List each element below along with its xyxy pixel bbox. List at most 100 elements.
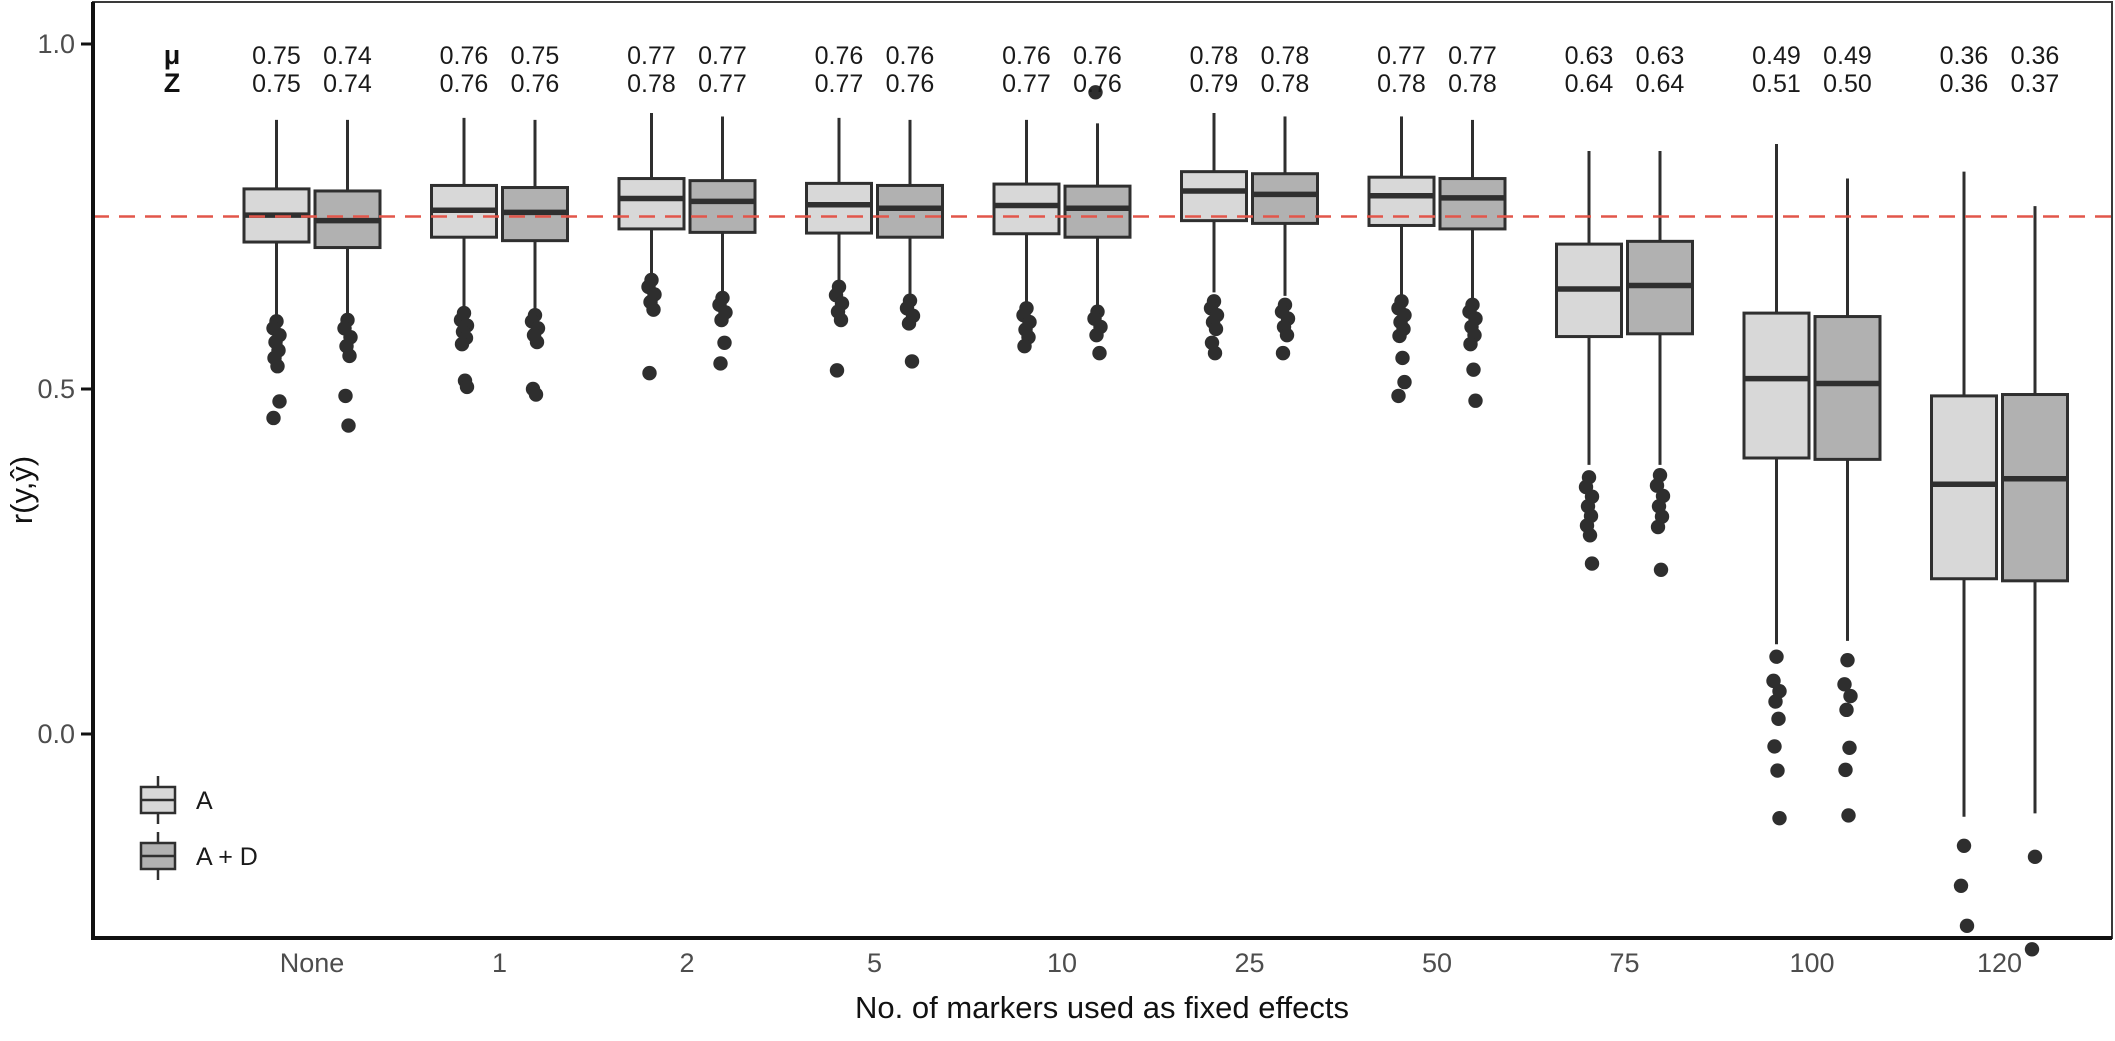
- outlier-point: [459, 379, 475, 395]
- outlier-point: [1017, 339, 1032, 354]
- y-axis-title: r(y,ŷ): [4, 456, 39, 524]
- box-A+D-None: [313, 119, 382, 433]
- box-A+D-50: [1438, 119, 1507, 408]
- outlier-point: [1837, 677, 1852, 692]
- annotation-mu-value: 0.63: [1636, 42, 1685, 70]
- outlier-point: [266, 410, 281, 426]
- outlier-point: [2027, 849, 2043, 865]
- y-tick-label: 0.5: [37, 374, 75, 404]
- iqr-box: [1251, 172, 1319, 225]
- outlier-point: [646, 302, 661, 317]
- outlier-point: [341, 418, 356, 433]
- annotation-z-value: 0.78: [1261, 70, 1310, 98]
- outlier-point: [717, 335, 732, 350]
- box-A+D-100: [1813, 178, 1882, 823]
- outlier-point: [1841, 808, 1856, 823]
- outlier-point: [1842, 740, 1857, 755]
- annotation-z-value: 0.64: [1636, 70, 1685, 98]
- x-tick-label: 2: [679, 948, 694, 978]
- box-A+D-2: [688, 116, 757, 371]
- x-tick-label: 10: [1047, 948, 1077, 978]
- outlier-point: [1092, 345, 1107, 361]
- annotation-mu-value: 0.49: [1752, 42, 1801, 70]
- box-A-5: [805, 117, 873, 378]
- iqr-box: [1063, 184, 1132, 239]
- iqr-box: [992, 182, 1061, 236]
- annotation-z-value: 0.78: [1377, 70, 1426, 98]
- x-axis-title: No. of markers used as fixed effects: [855, 990, 1349, 1025]
- annotation-z-value: 0.50: [1823, 70, 1872, 98]
- legend-item-a-plus-d: A + D: [139, 832, 258, 880]
- outlier-point: [1839, 702, 1854, 718]
- outlier-point: [1207, 345, 1223, 361]
- iqr-box: [1438, 177, 1507, 231]
- outlier-point: [904, 354, 920, 369]
- iqr-box: [1742, 311, 1811, 460]
- outlier-point: [901, 316, 917, 331]
- iqr-box: [1930, 394, 1998, 581]
- annotation-z-value: 0.76: [886, 70, 935, 98]
- y-tick-label: 1.0: [37, 29, 75, 59]
- outlier-point: [1279, 327, 1295, 343]
- annotation-mu-value: 0.63: [1565, 42, 1614, 70]
- legend-item-a: A: [139, 776, 213, 824]
- annotation-mu-value: 0.77: [1448, 42, 1497, 70]
- outlier-point: [270, 359, 285, 374]
- outlier-point: [1771, 711, 1786, 727]
- outlier-point: [1392, 328, 1407, 344]
- outlier-point: [2024, 942, 2040, 957]
- legend-item-label: A: [196, 787, 213, 815]
- annotation-mu-value: 0.76: [1073, 42, 1122, 70]
- annotation-z-value: 0.76: [440, 70, 489, 98]
- outlier-point: [1959, 918, 1975, 934]
- annotation-header-mu: μ: [164, 40, 181, 70]
- box-A-75: [1555, 150, 1623, 571]
- box-A-120: [1930, 171, 1998, 934]
- x-tick-label: 1: [492, 948, 507, 978]
- box-A-100: [1742, 144, 1811, 826]
- box-A-1: [430, 117, 498, 395]
- box-A+D-25: [1251, 116, 1319, 361]
- outlier-point: [1840, 652, 1855, 668]
- outlier-point: [1768, 694, 1783, 709]
- series-a: [242, 113, 1998, 934]
- annotation-mu-value: 0.76: [440, 42, 489, 70]
- box-A-10: [992, 119, 1061, 354]
- outlier-point: [1650, 519, 1666, 535]
- box-A+D-1: [501, 119, 569, 402]
- annotation-mu-value: 0.36: [1940, 42, 1989, 70]
- outlier-point: [272, 394, 287, 409]
- annotation-z-value: 0.78: [627, 70, 676, 98]
- annotation-z-value: 0.74: [323, 70, 372, 98]
- outlier-point: [528, 387, 544, 402]
- annotation-z-value: 0.79: [1190, 70, 1239, 98]
- outlier-point: [829, 363, 845, 378]
- legend-key-a-icon: [139, 776, 177, 824]
- outlier-point: [1843, 688, 1858, 704]
- annotation-z-value: 0.77: [698, 70, 747, 98]
- annotation-mu-value: 0.75: [252, 42, 301, 70]
- legend: A A + D: [139, 776, 258, 880]
- annotation-z-value: 0.76: [511, 70, 560, 98]
- outlier-point: [1772, 810, 1787, 826]
- x-tick-label: 100: [1789, 948, 1834, 978]
- outlier-point: [1395, 350, 1410, 366]
- annotation-mu-value: 0.76: [1002, 42, 1051, 70]
- outlier-point: [1088, 85, 1103, 100]
- annotation-z-value: 0.64: [1565, 70, 1614, 98]
- iqr-box: [1367, 175, 1436, 227]
- annotation-mu-value: 0.74: [323, 42, 372, 70]
- outlier-point: [1468, 393, 1483, 408]
- annotation-z-value: 0.78: [1448, 70, 1497, 98]
- x-tick-label: 50: [1422, 948, 1452, 978]
- annotation-z-value: 0.36: [1940, 70, 1989, 98]
- outlier-point: [1953, 878, 1969, 893]
- annotation-mu-value: 0.77: [627, 42, 676, 70]
- outlier-point: [1584, 556, 1600, 571]
- iqr-box: [1180, 170, 1248, 223]
- box-A-2: [617, 113, 686, 381]
- x-tick-label: 75: [1609, 948, 1639, 978]
- outlier-point: [1582, 528, 1598, 543]
